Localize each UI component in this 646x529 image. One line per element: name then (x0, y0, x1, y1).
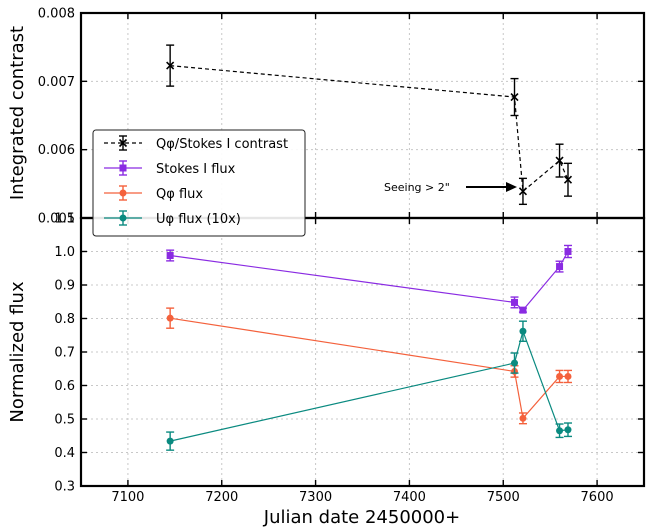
y-tick-label: 1.0 (54, 245, 75, 260)
seeing-annotation-arrowhead (506, 182, 517, 192)
series-layer (166, 44, 573, 451)
tick-layer: 7100 7200 7300 7400 7500 7600 0.005 0.006 0.007 0… (38, 7, 644, 505)
legend: Qφ/Stokes I contrast Stokes I flux Qφ fl… (92, 129, 306, 237)
x-tick-label: 7200 (205, 490, 238, 505)
y-tick-label: 1.1 (54, 212, 75, 227)
data-point (519, 327, 527, 335)
data-point (518, 187, 528, 196)
x-tick-label: 7400 (393, 490, 426, 505)
data-point (556, 263, 564, 271)
data-point (519, 414, 527, 422)
y-tick-label: 0.006 (38, 143, 75, 158)
data-point (510, 92, 519, 102)
data-point (511, 359, 519, 367)
y-tick-label: 0.5 (54, 413, 75, 428)
seeing-annotation-text: Seeing > 2" (384, 181, 450, 194)
legend-marker (119, 189, 127, 197)
legend-box (92, 129, 306, 237)
data-point (166, 314, 174, 322)
data-point (564, 372, 572, 380)
legend-label-u-phi: Uφ flux (10x) (156, 212, 241, 227)
data-point (511, 298, 519, 306)
x-axis-label: Julian date 2450000+ (263, 507, 460, 528)
y-tick-label: 0.9 (54, 279, 75, 294)
data-point (563, 175, 573, 184)
data-point (564, 426, 572, 434)
series-line-bottom-2 (170, 329, 569, 442)
legend-marker (118, 138, 128, 148)
legend-marker (119, 214, 127, 222)
legend-marker (119, 164, 127, 172)
data-point (166, 61, 175, 70)
x-tick-label: 7300 (299, 490, 332, 505)
grid-layer (81, 13, 644, 486)
seeing-annotation: Seeing > 2" (384, 181, 517, 194)
bottom-y-axis-label: Normalized flux (7, 281, 28, 423)
legend-label-contrast: Qφ/Stokes I contrast (156, 137, 288, 152)
y-tick-label: 0.4 (54, 446, 75, 461)
y-tick-label: 0.008 (38, 7, 75, 22)
x-tick-label: 7100 (111, 490, 144, 505)
series-line-bottom-1 (170, 317, 568, 420)
x-tick-label: 7600 (581, 490, 614, 505)
data-point (564, 248, 572, 255)
top-y-axis-label: Integrated contrast (7, 26, 28, 200)
legend-markers (104, 135, 142, 226)
data-point (519, 306, 527, 314)
y-tick-label: 0.8 (54, 312, 75, 327)
data-point (555, 156, 564, 165)
y-tick-label: 0.007 (38, 75, 75, 90)
x-tick-label: 7500 (487, 490, 520, 505)
legend-label-stokes-i: Stokes I flux (156, 162, 236, 177)
data-point (556, 372, 564, 380)
data-point (166, 252, 174, 260)
data-point (166, 437, 174, 445)
y-tick-label: 0.7 (54, 346, 75, 361)
series-line-bottom-0 (170, 251, 569, 311)
y-tick-label: 0.6 (54, 379, 75, 394)
y-tick-label: 0.3 (54, 480, 75, 495)
y-tick-label: 0.005 (38, 212, 75, 227)
data-point (556, 427, 564, 435)
legend-label-q-phi: Qφ flux (156, 187, 203, 202)
